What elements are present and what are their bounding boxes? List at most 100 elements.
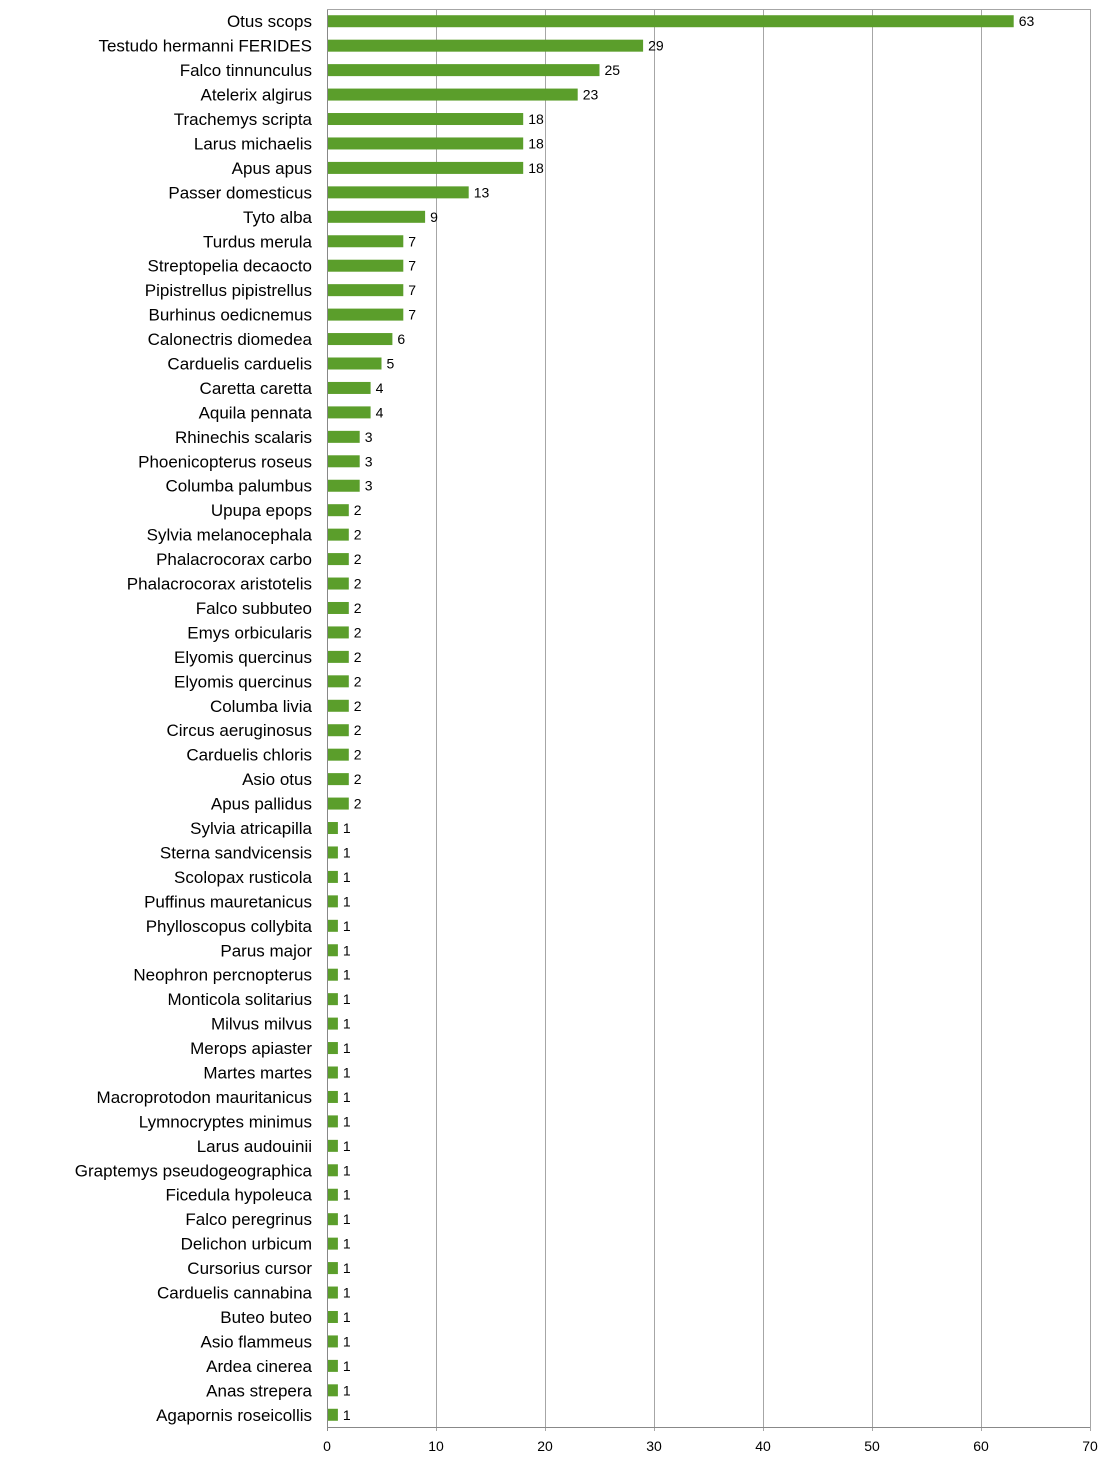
data-label: 2: [354, 722, 362, 738]
data-label: 1: [343, 869, 351, 885]
bar: [328, 235, 404, 248]
bar: [328, 822, 338, 835]
category-label: Milvus milvus: [211, 1015, 312, 1034]
bar: [328, 699, 349, 712]
bar: [328, 504, 349, 517]
bar: [328, 675, 349, 688]
data-label: 2: [354, 796, 362, 812]
data-label: 1: [343, 820, 351, 836]
bar: [328, 1042, 338, 1055]
bar: [328, 186, 469, 199]
category-label: Buteo buteo: [220, 1308, 312, 1327]
bar: [328, 308, 404, 321]
data-label: 2: [354, 673, 362, 689]
bar: [328, 284, 404, 297]
category-label: Columba livia: [210, 697, 313, 716]
data-label: 18: [528, 111, 544, 127]
data-label: 2: [354, 576, 362, 592]
data-label: 29: [648, 38, 664, 54]
data-label: 1: [343, 1113, 351, 1129]
category-label: Emys orbicularis: [187, 623, 312, 642]
bar: [328, 39, 644, 52]
data-label: 7: [408, 282, 416, 298]
x-tick-label: 20: [537, 1438, 553, 1454]
bars: [328, 15, 1014, 1421]
x-tick-label: 50: [864, 1438, 880, 1454]
category-label: Sterna sandvicensis: [160, 843, 312, 862]
data-label: 2: [354, 600, 362, 616]
bar: [328, 1335, 338, 1348]
data-label: 1: [343, 1040, 351, 1056]
category-label: Otus scops: [227, 12, 312, 31]
bar: [328, 846, 338, 859]
bar: [328, 1139, 338, 1152]
data-label: 2: [354, 551, 362, 567]
x-tick-label: 60: [973, 1438, 989, 1454]
bar: [328, 870, 338, 883]
grid-lines: [327, 9, 1091, 1431]
bar: [328, 1188, 338, 1201]
bar: [328, 1408, 338, 1421]
data-label: 23: [583, 87, 599, 103]
category-label: Atelerix algirus: [201, 86, 313, 105]
data-label: 18: [528, 135, 544, 151]
category-label: Delichon urbicum: [181, 1235, 312, 1254]
data-label: 1: [343, 1016, 351, 1032]
category-label: Macroprotodon mauritanicus: [97, 1088, 312, 1107]
category-label: Passer domesticus: [168, 183, 312, 202]
bar: [328, 430, 360, 443]
data-label: 6: [397, 331, 405, 347]
category-label: Falco tinnunculus: [180, 61, 312, 80]
bar: [328, 88, 578, 101]
category-label: Trachemys scripta: [174, 110, 313, 129]
data-label: 3: [365, 453, 373, 469]
data-label: 5: [387, 356, 395, 372]
category-label: Burhinus oedicnemus: [149, 306, 312, 325]
data-label: 2: [354, 747, 362, 763]
data-label: 1: [343, 1089, 351, 1105]
data-label: 13: [474, 184, 490, 200]
data-label: 25: [605, 62, 621, 78]
data-label: 1: [343, 1333, 351, 1349]
bar: [328, 1090, 338, 1103]
x-tick-label: 0: [323, 1438, 331, 1454]
category-label: Asio flammeus: [201, 1332, 312, 1351]
category-label: Graptemys pseudogeographica: [75, 1161, 313, 1180]
data-label: 1: [343, 1260, 351, 1276]
category-label: Upupa epops: [211, 501, 312, 520]
category-label: Columba palumbus: [166, 477, 312, 496]
category-label: Agapornis roseicollis: [156, 1406, 312, 1425]
data-label: 1: [343, 918, 351, 934]
bar: [328, 1115, 338, 1128]
bar: [328, 968, 338, 981]
category-label: Sylvia atricapilla: [190, 819, 312, 838]
value-labels: 6329252318181813977776544333222222222222…: [343, 13, 1035, 1423]
bar: [328, 895, 338, 908]
category-label: Testudo hermanni FERIDES: [98, 37, 312, 56]
data-label: 1: [343, 991, 351, 1007]
bar: [328, 1213, 338, 1226]
data-label: 18: [528, 160, 544, 176]
category-label: Pipistrellus pipistrellus: [145, 281, 312, 300]
x-tick-label: 40: [755, 1438, 771, 1454]
category-label: Merops apiaster: [190, 1039, 312, 1058]
bar: [328, 1066, 338, 1079]
category-label: Streptopelia decaocto: [148, 257, 312, 276]
data-label: 1: [343, 967, 351, 983]
category-label: Carduelis carduelis: [167, 355, 312, 374]
bar: [328, 577, 349, 590]
bar: [328, 797, 349, 810]
category-label: Monticola solitarius: [167, 990, 312, 1009]
category-label: Elyomis quercinus: [174, 672, 312, 691]
category-label: Phalacrocorax carbo: [156, 550, 312, 569]
data-label: 1: [343, 1358, 351, 1374]
bar: [328, 1310, 338, 1323]
data-label: 1: [343, 844, 351, 860]
data-label: 4: [376, 404, 384, 420]
category-label: Falco peregrinus: [185, 1210, 312, 1229]
data-label: 1: [343, 942, 351, 958]
bar: [328, 944, 338, 957]
category-label: Cursorius cursor: [187, 1259, 312, 1278]
bar: [328, 210, 426, 223]
